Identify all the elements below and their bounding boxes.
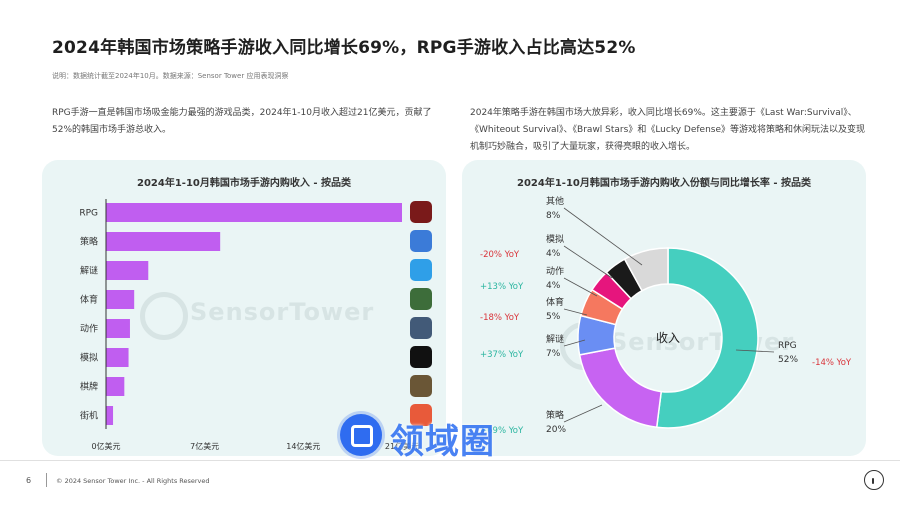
slice-value-label: 4%	[546, 281, 561, 291]
bar-category-label: 模拟	[80, 352, 98, 364]
slice-value-label: 52%	[778, 355, 798, 365]
bar-category-label: 解谜	[80, 265, 98, 277]
copyright: © 2024 Sensor Tower Inc. - All Rights Re…	[56, 477, 210, 485]
slice-name-label: 动作	[546, 265, 564, 277]
bar	[106, 377, 125, 396]
right-paragraph: 2024年策略手游在韩国市场大放异彩，收入同比增长69%。这主要源于《Last …	[470, 108, 866, 152]
slice-value-label: 7%	[546, 349, 561, 359]
slice-value-label: 8%	[546, 211, 561, 221]
bar-chart-title: 2024年1-10月韩国市场手游内购收入 - 按品类	[137, 178, 351, 189]
donut-slice	[655, 247, 759, 429]
x-tick-label: 14亿美元	[286, 441, 320, 451]
left-paragraph: RPG手游一直是韩国市场吸金能力最强的游戏品类，2024年1-10月收入超过21…	[52, 108, 432, 135]
slice-name-label: 模拟	[546, 233, 564, 245]
watermark-logo	[140, 292, 188, 340]
bar	[106, 406, 114, 425]
donut-slice	[623, 247, 669, 292]
footer-divider	[0, 460, 900, 461]
brand-overlay-text: 领域圈	[390, 422, 495, 462]
slice-name-label: 解谜	[546, 333, 564, 345]
game-icon-puzzle	[410, 259, 432, 281]
game-icon-arcade	[410, 404, 432, 426]
bar	[106, 348, 129, 367]
page-title: 2024年韩国市场策略手游收入同比增长69%，RPG手游收入占比高达52%	[52, 38, 636, 58]
slice-value-label: 4%	[546, 249, 561, 259]
slice-value-label: 20%	[546, 425, 566, 435]
bar-category-label: 动作	[80, 323, 98, 335]
bar-category-label: RPG	[79, 209, 98, 219]
brand-overlay-icon	[340, 414, 382, 456]
slice-yoy-label: +69% YoY	[480, 426, 524, 436]
game-icon-strategy	[410, 230, 432, 252]
donut-chart-title: 2024年1-10月韩国市场手游内购收入份额与同比增长率 - 按品类	[517, 178, 811, 189]
game-icon-simulation	[410, 346, 432, 368]
slice-name-label: 其他	[546, 195, 564, 207]
source-note: 说明：数据统计截至2024年10月。数据来源：Sensor Tower 应用表现…	[52, 72, 289, 80]
page-number: 6	[26, 476, 32, 485]
bar	[106, 319, 130, 338]
bar-category-label: 体育	[80, 294, 98, 306]
bar	[106, 203, 402, 222]
bar-category-label: 策略	[80, 236, 98, 248]
donut-slice	[578, 347, 663, 429]
x-tick-label: 0亿美元	[91, 441, 120, 451]
game-icon-action	[410, 317, 432, 339]
slice-name-label: 策略	[546, 409, 564, 421]
slice-leader-line	[563, 404, 603, 423]
donut-center-label: 收入	[656, 331, 680, 345]
game-icon-rpg	[410, 201, 432, 223]
watermark-text: SensorTower	[190, 298, 375, 326]
sensortower-logo-icon	[864, 470, 884, 490]
slice-yoy-label: +37% YoY	[480, 350, 524, 360]
x-tick-label: 7亿美元	[190, 441, 219, 451]
slice-leader-line	[563, 207, 643, 266]
bar-chart-panel: 2024年1-10月韩国市场手游内购收入 - 按品类 SensorTower R…	[42, 160, 446, 456]
slice-name-label: RPG	[778, 341, 797, 351]
slice-yoy-label: -20% YoY	[480, 250, 520, 260]
footer-separator	[46, 473, 47, 487]
slice-leader-line	[563, 308, 588, 316]
donut-chart: 收入 RPG 52% -14% YoY 策略 20% +69% YoY 解谜 7% +37% Yo…	[480, 195, 852, 436]
slice-yoy-label: +13% YoY	[480, 282, 524, 292]
slice-leader-line	[563, 339, 586, 347]
game-icon-casino	[410, 375, 432, 397]
slice-leader-line	[563, 245, 613, 279]
slice-name-label: 体育	[546, 296, 564, 308]
slice-yoy-label: -18% YoY	[480, 313, 520, 323]
bar-category-label: 棋牌	[80, 381, 98, 393]
bar	[106, 290, 135, 309]
slice-yoy-label: -14% YoY	[812, 358, 852, 368]
slice-leader-line	[735, 349, 775, 353]
bar	[106, 232, 221, 251]
bar-category-label: 街机	[80, 410, 98, 422]
slice-leader-line	[563, 277, 598, 297]
bar	[106, 261, 149, 280]
slice-value-label: 5%	[546, 312, 561, 322]
x-tick-label: 21亿美元	[385, 441, 419, 451]
game-icon-sports	[410, 288, 432, 310]
donut-chart-panel: 2024年1-10月韩国市场手游内购收入份额与同比增长率 - 按品类 Senso…	[462, 160, 866, 456]
